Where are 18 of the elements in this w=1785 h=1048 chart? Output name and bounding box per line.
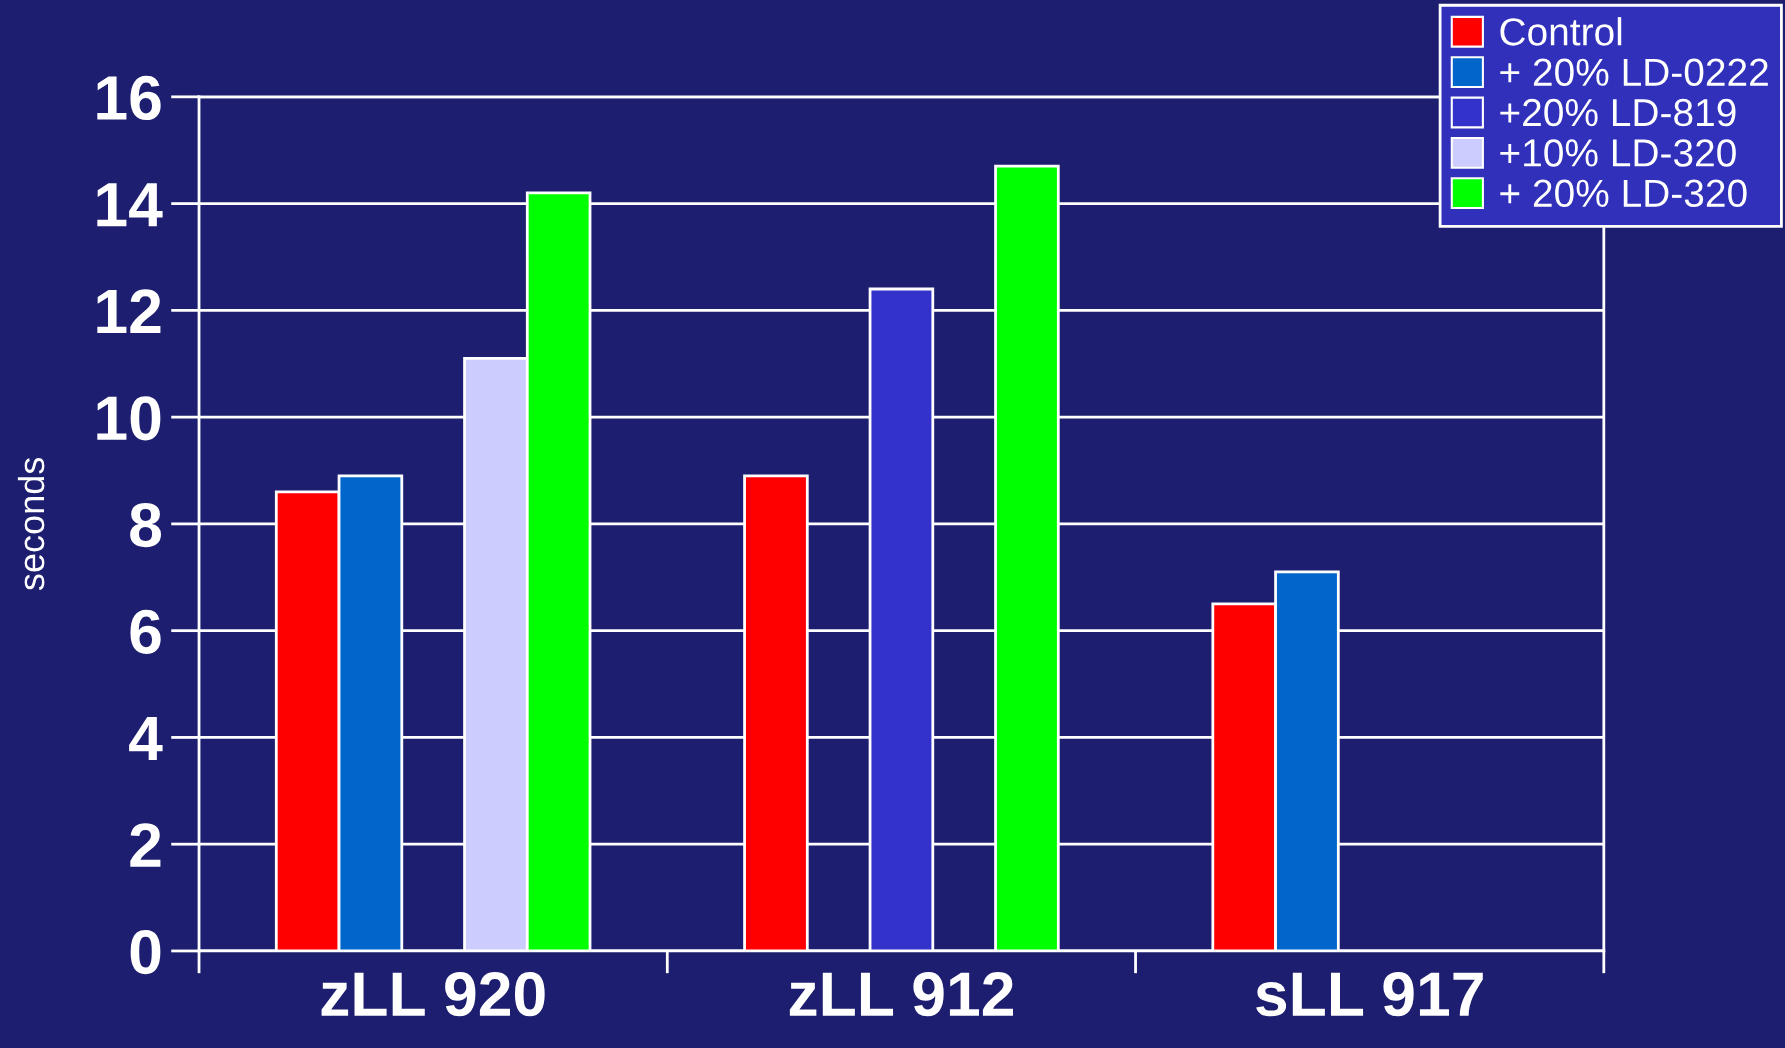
legend-label: + 20% LD-0222 [1500,58,1768,87]
x-tick-label: sLL 917 [1256,972,1483,1017]
y-tick-label: 2 [130,823,161,867]
legend-label: +20% LD-819 [1500,98,1736,127]
y-tick-label: 16 [97,75,161,121]
y-tick-label: 10 [97,396,161,441]
y-tick-label: 6 [130,609,161,654]
y-tick-label: 0 [130,929,161,975]
y-tick-label: 14 [97,183,163,227]
x-tick-label: zLL 912 [789,972,1014,1017]
legend-label: Control [1500,17,1622,46]
y-tick-label: 12 [97,289,161,334]
x-tick-label: zLL 920 [321,972,545,1017]
legend-label: +10% LD-320 [1500,139,1736,167]
y-tick-label: 8 [130,502,161,548]
y-axis-title: seconds [17,457,45,591]
legend-label: + 20% LD-320 [1500,179,1747,208]
y-tick-label: 4 [129,717,163,761]
